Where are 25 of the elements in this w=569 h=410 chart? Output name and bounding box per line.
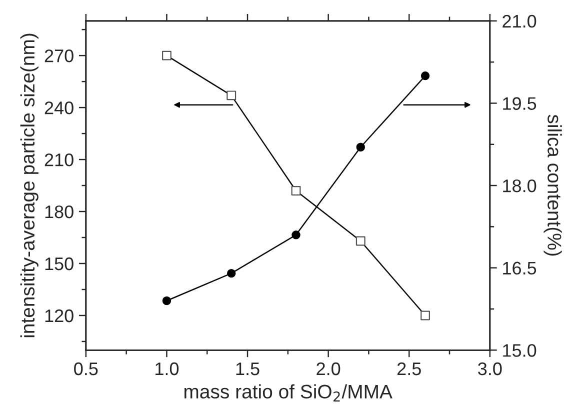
y-tick-label: 120 (45, 309, 74, 322)
point (292, 230, 300, 240)
y-tick-label: 240 (44, 101, 74, 114)
y2-tick-label: 15.0 (503, 344, 536, 357)
y2-tick-label: 21.0 (502, 14, 536, 28)
x-tick-label: 0.5 (74, 362, 98, 376)
point (420, 71, 430, 80)
y-axis-title: intensitity-average particle size(nm) (20, 34, 38, 338)
point (226, 268, 236, 278)
x-tick-label: 1.0 (156, 362, 179, 376)
x-tick-label: 3.0 (478, 362, 502, 376)
y2-axis-title: silica content(%) (544, 114, 562, 256)
y2-tick-label: 18.0 (503, 179, 536, 192)
point (356, 142, 365, 152)
y-tick-label: 180 (45, 205, 74, 218)
y2-tick-label: 16.5 (503, 262, 536, 275)
x-tick-label: 1.5 (236, 362, 260, 376)
x-tick-label: 2.5 (397, 362, 421, 376)
y-tick-label: 210 (44, 153, 74, 166)
y-tick-label: 150 (45, 257, 74, 270)
x-tick-label: 2.0 (316, 362, 340, 376)
y-tick-label: 270 (44, 50, 74, 62)
point (162, 296, 172, 306)
y2-tick-label: 19.5 (503, 97, 536, 110)
x-axis-title: mass ratio of SiO$_{2}$/MMA (184, 384, 392, 402)
